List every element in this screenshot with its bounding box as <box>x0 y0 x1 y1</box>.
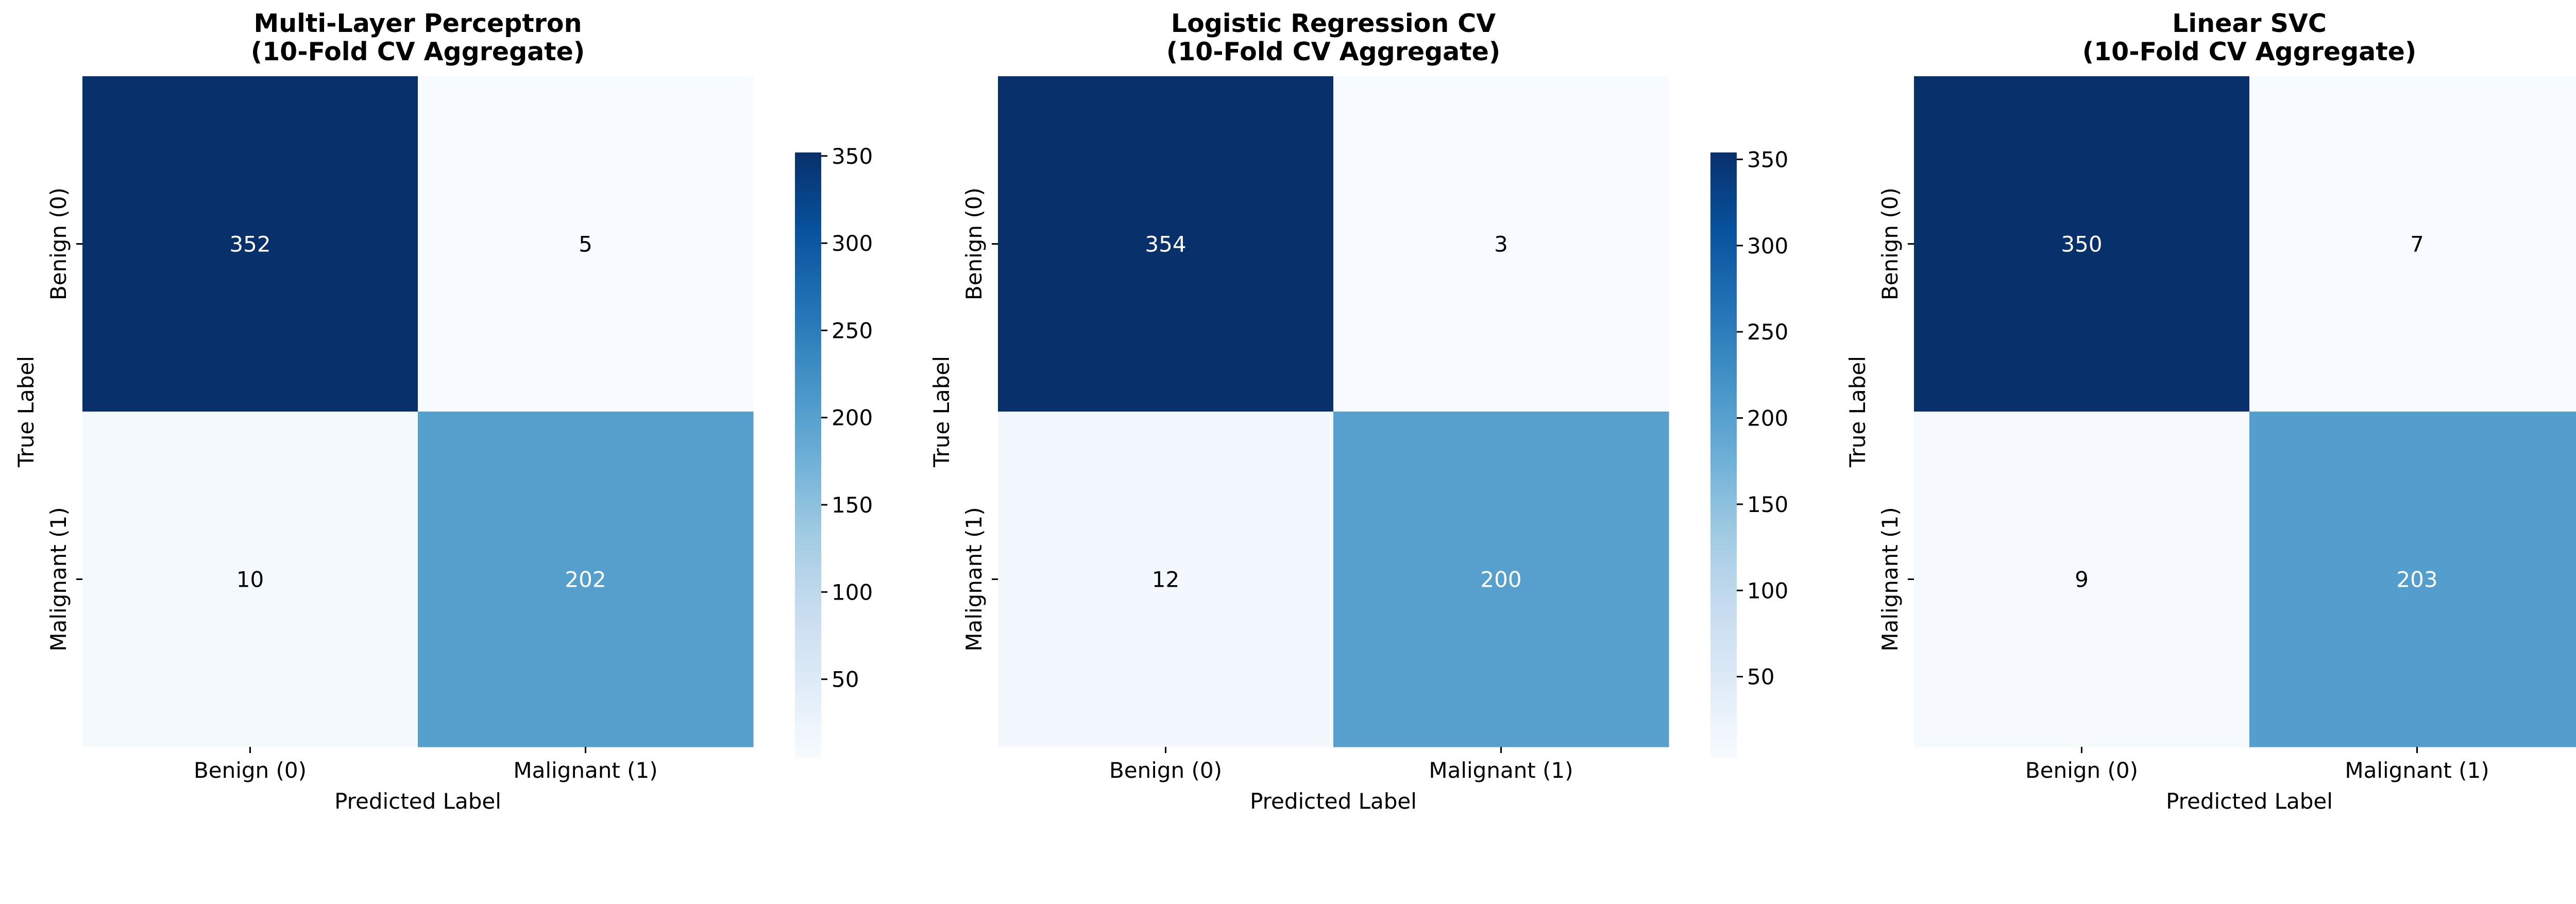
y-tick-label: Malignant (1) <box>961 507 987 651</box>
colorbar-tick-label: 50 <box>832 667 859 692</box>
colorbar-tick-label: 250 <box>1747 319 1788 345</box>
x-tick-label: Benign (0) <box>1109 758 1222 783</box>
cell-value-label: 350 <box>2061 232 2102 257</box>
colorbar-tick-label: 50 <box>1747 664 1774 690</box>
heatmap-cells: 352 5 10 202 <box>82 76 754 747</box>
chart-title-line-1: Linear SVC <box>2172 9 2327 38</box>
heatmap-cell <box>82 76 418 412</box>
cell-value-label: 200 <box>1480 567 1521 592</box>
x-tick-label: Malignant (1) <box>2345 758 2489 783</box>
x-tick-label: Benign (0) <box>194 758 307 783</box>
confusion-matrix-panel-3: Linear SVC(10-Fold CV Aggregate) 350 7 9 203… <box>1845 9 2576 814</box>
heatmap-cell <box>82 412 418 747</box>
y-tick-label: Benign (0) <box>961 187 987 300</box>
colorbar-tick-label: 200 <box>1747 406 1788 431</box>
heatmap-cell <box>2249 412 2576 747</box>
heatmap-cell <box>418 76 754 412</box>
y-tick-label: Benign (0) <box>1877 187 1903 300</box>
colorbar-tick-label: 250 <box>832 318 873 343</box>
cell-value-label: 5 <box>579 232 592 257</box>
y-tick-label: Benign (0) <box>46 187 71 300</box>
y-axis-label: True Label <box>13 356 39 468</box>
chart-title-line-2: (10-Fold CV Aggregate) <box>1166 37 1501 66</box>
colorbar-tick-label: 150 <box>1747 492 1788 517</box>
heatmap-cell <box>1333 412 1669 747</box>
x-axis-label: Predicted Label <box>1250 789 1417 814</box>
colorbar: 50 100 150 200 250 300 350 <box>795 144 873 758</box>
y-tick-label: Malignant (1) <box>1877 507 1903 651</box>
x-axis-label: Predicted Label <box>334 789 501 814</box>
colorbar-tick-label: 100 <box>1747 578 1788 603</box>
colorbar-tick-label: 350 <box>832 144 873 169</box>
chart-title-line-1: Logistic Regression CV <box>1171 9 1496 38</box>
cell-value-label: 203 <box>2396 567 2437 592</box>
cell-value-label: 9 <box>2075 567 2089 592</box>
x-tick-label: Malignant (1) <box>1429 758 1573 783</box>
chart-title-line-1: Multi-Layer Perceptron <box>254 9 582 38</box>
chart-title-line-2: (10-Fold CV Aggregate) <box>251 37 585 66</box>
cell-value-label: 354 <box>1145 232 1186 257</box>
y-tick-label: Malignant (1) <box>46 507 71 651</box>
colorbar-tick-label: 150 <box>832 492 873 518</box>
heatmap-cell <box>998 412 1334 747</box>
y-axis-label: True Label <box>1845 356 1870 468</box>
heatmap-cell <box>1333 76 1669 412</box>
colorbar: 50 100 150 200 250 300 350 <box>1710 147 1788 758</box>
heatmap-cell <box>1914 76 2250 412</box>
heatmap-cells: 354 3 12 200 <box>998 76 1669 747</box>
x-tick-label: Malignant (1) <box>513 758 657 783</box>
confusion-matrix-panel-1: Multi-Layer Perceptron(10-Fold CV Aggreg… <box>13 9 873 814</box>
cell-value-label: 10 <box>236 567 264 592</box>
colorbar-tick-label: 200 <box>832 405 873 431</box>
colorbar-tick-label: 100 <box>832 579 873 605</box>
heatmap-cells: 350 7 9 203 <box>1914 76 2576 747</box>
x-axis-label: Predicted Label <box>2166 789 2333 814</box>
colorbar-tick-label: 300 <box>1747 233 1788 259</box>
colorbar-scale <box>1710 152 1737 758</box>
colorbar-tick-label: 300 <box>832 231 873 256</box>
y-axis-label: True Label <box>929 356 954 468</box>
heatmap-cell <box>2249 76 2576 412</box>
cell-value-label: 352 <box>229 232 270 257</box>
colorbar-tick-label: 350 <box>1747 147 1788 172</box>
heatmap-cell <box>1914 412 2250 747</box>
x-tick-label: Benign (0) <box>2025 758 2138 783</box>
cell-value-label: 12 <box>1152 567 1179 592</box>
heatmap-cell <box>418 412 754 747</box>
cell-value-label: 3 <box>1494 232 1508 257</box>
chart-title-line-2: (10-Fold CV Aggregate) <box>2082 37 2417 66</box>
cell-value-label: 7 <box>2410 232 2424 257</box>
heatmap-cell <box>998 76 1334 412</box>
confusion-matrix-panel-2: Logistic Regression CV(10-Fold CV Aggreg… <box>929 9 1788 814</box>
colorbar-scale <box>795 152 821 758</box>
cell-value-label: 202 <box>565 567 606 592</box>
